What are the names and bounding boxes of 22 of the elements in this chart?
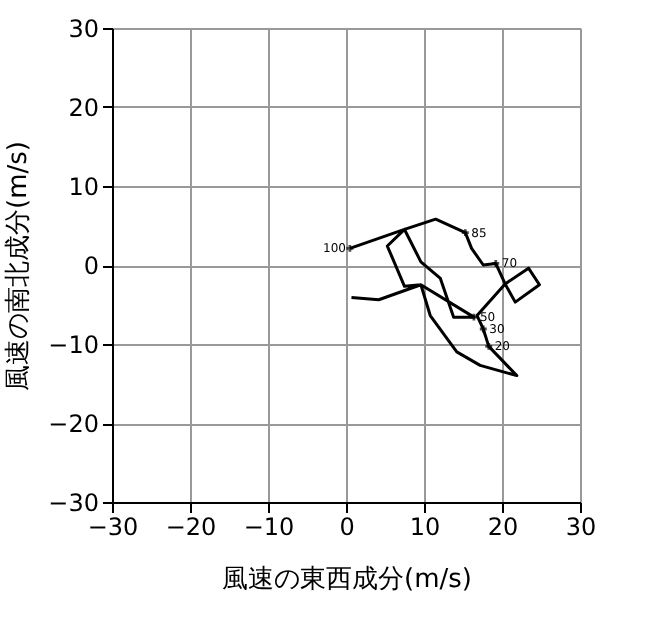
y-tick-label: −20 [48, 410, 99, 438]
x-tick-label: −10 [243, 513, 295, 541]
x-tick-label: 30 [565, 513, 597, 541]
x-tick-label: 10 [409, 513, 441, 541]
x-tick-label: 20 [487, 513, 519, 541]
y-axis-title: 風速の南北成分(m/s) [4, 141, 35, 391]
x-axis-title: 風速の東西成分(m/s) [222, 565, 472, 595]
y-tick-label: 0 [83, 252, 99, 280]
point [470, 313, 478, 321]
x-tick-label: −20 [165, 513, 217, 541]
line-series [346, 217, 541, 378]
y-tick-label: −10 [48, 331, 99, 359]
y-tick-label: 20 [68, 94, 99, 122]
y-tick-label: 10 [68, 173, 99, 201]
y-tick-label: 30 [68, 15, 99, 43]
y-tick-label: −30 [48, 489, 99, 517]
point [492, 259, 500, 267]
point [485, 342, 493, 350]
x-tick-label: 0 [339, 513, 355, 541]
point [461, 229, 469, 237]
point [346, 244, 354, 252]
x-tick-label: −30 [87, 513, 139, 541]
